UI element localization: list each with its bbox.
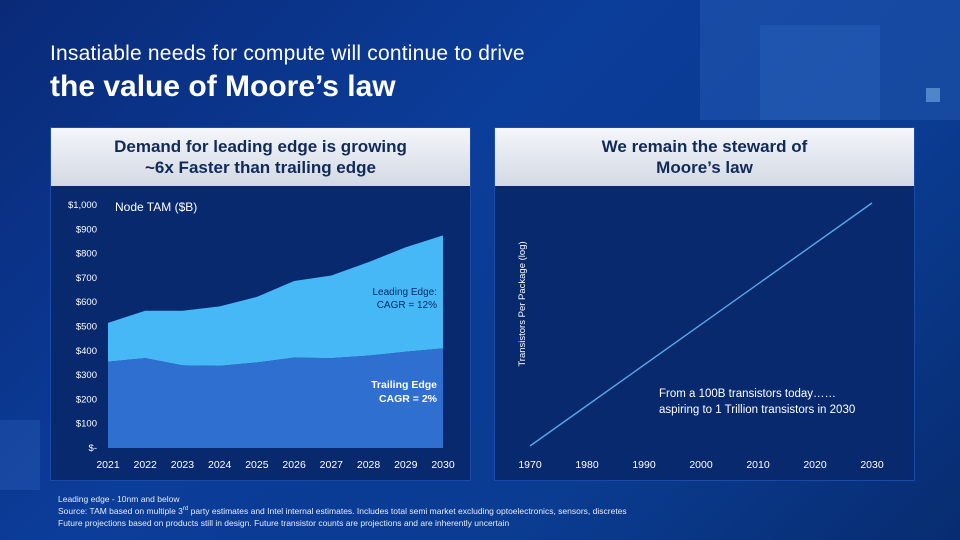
leading-edge-cagr: CAGR = 12%	[377, 300, 437, 311]
footnote-projections: Future projections based on products sti…	[58, 518, 510, 528]
x-tick-label: 2027	[320, 459, 344, 471]
right-chart-panel: We remain the steward of Moore’s law 197…	[494, 127, 915, 481]
right-heading-line1: We remain the steward of	[601, 137, 808, 156]
annotation-line1: From a 100B transistors today……	[659, 388, 836, 400]
x-tick-label: 2024	[208, 459, 232, 471]
footnote-source-sup: rd	[182, 506, 189, 513]
background-square	[0, 420, 40, 490]
transistor-line-chart: 1970 1980 1990 2000 2010 2020 2030 Transistors …	[517, 202, 884, 471]
footnote-leading-edge: Leading edge - 10nm and below	[58, 494, 180, 504]
x-tick-label: 2020	[803, 459, 827, 471]
y-tick-label: $1,000	[68, 200, 97, 211]
leading-edge-label: Leading Edge:	[372, 287, 437, 298]
trailing-edge-label: Trailing Edge	[371, 379, 437, 391]
x-tick-label: 2030	[860, 459, 884, 471]
transistor-trend-line	[529, 202, 873, 447]
annotation-line2: aspiring to 1 Trillion transistors in 20…	[659, 404, 855, 416]
left-heading-line1: Demand for leading edge is growing	[114, 137, 407, 156]
left-panel-heading: Demand for leading edge is growing ~6x F…	[51, 128, 470, 186]
footnote-source: Source: TAM based on multiple 3rd party …	[58, 506, 627, 516]
y-tick-label: $600	[76, 297, 97, 308]
x-tick-label: 1990	[632, 459, 656, 471]
y-tick-label: $100	[76, 419, 97, 430]
trailing-edge-cagr: CAGR = 2%	[379, 393, 438, 405]
x-tick-label: 2029	[394, 459, 418, 471]
left-chart-panel: Demand for leading edge is growing ~6x F…	[50, 127, 471, 481]
leading-edge-area	[108, 235, 443, 366]
x-tick-label: 2000	[689, 459, 713, 471]
background-square	[700, 0, 960, 120]
x-tick-label: 1980	[575, 459, 599, 471]
y-tick-label: $300	[76, 370, 97, 381]
node-tam-area-chart: $- $100 $200 $300 $400 $500 $600 $700 $800 $900 $1…	[51, 186, 470, 480]
right-panel-heading: We remain the steward of Moore’s law	[495, 128, 914, 186]
slide-title-line2: the value of Moore’s law	[50, 70, 396, 103]
x-tick-label: 2023	[171, 459, 195, 471]
footnote-source-text: Source: TAM based on multiple 3	[58, 506, 183, 516]
left-heading-line2: ~6x Faster than trailing edge	[145, 158, 376, 177]
x-tick-label: 2022	[134, 459, 158, 471]
background-square	[760, 25, 880, 120]
x-tick-label: 2028	[357, 459, 381, 471]
x-tick-label: 2026	[282, 459, 306, 471]
y-tick-label: $800	[76, 249, 97, 260]
y-tick-label: $-	[89, 443, 97, 454]
footnote-source-text-rest: party estimates and Intel internal estim…	[188, 506, 627, 516]
slide-title-line1: Insatiable needs for compute will contin…	[50, 42, 525, 65]
decorative-square	[926, 88, 940, 102]
x-tick-label: 2025	[245, 459, 269, 471]
x-tick-label: 1970	[518, 459, 542, 471]
trailing-edge-area	[108, 348, 443, 448]
y-tick-label: $500	[76, 322, 97, 333]
chart-title: Node TAM ($B)	[115, 200, 197, 214]
y-tick-label: $200	[76, 394, 97, 405]
x-tick-label: 2021	[96, 459, 120, 471]
x-tick-label: 2030	[431, 459, 455, 471]
y-tick-label: $700	[76, 273, 97, 284]
right-heading-line2: Moore’s law	[656, 158, 753, 177]
y-tick-label: $900	[76, 224, 97, 235]
y-tick-label: $400	[76, 346, 97, 357]
y-axis-label: Transistors Per Package (log)	[517, 241, 528, 366]
x-tick-label: 2010	[746, 459, 770, 471]
